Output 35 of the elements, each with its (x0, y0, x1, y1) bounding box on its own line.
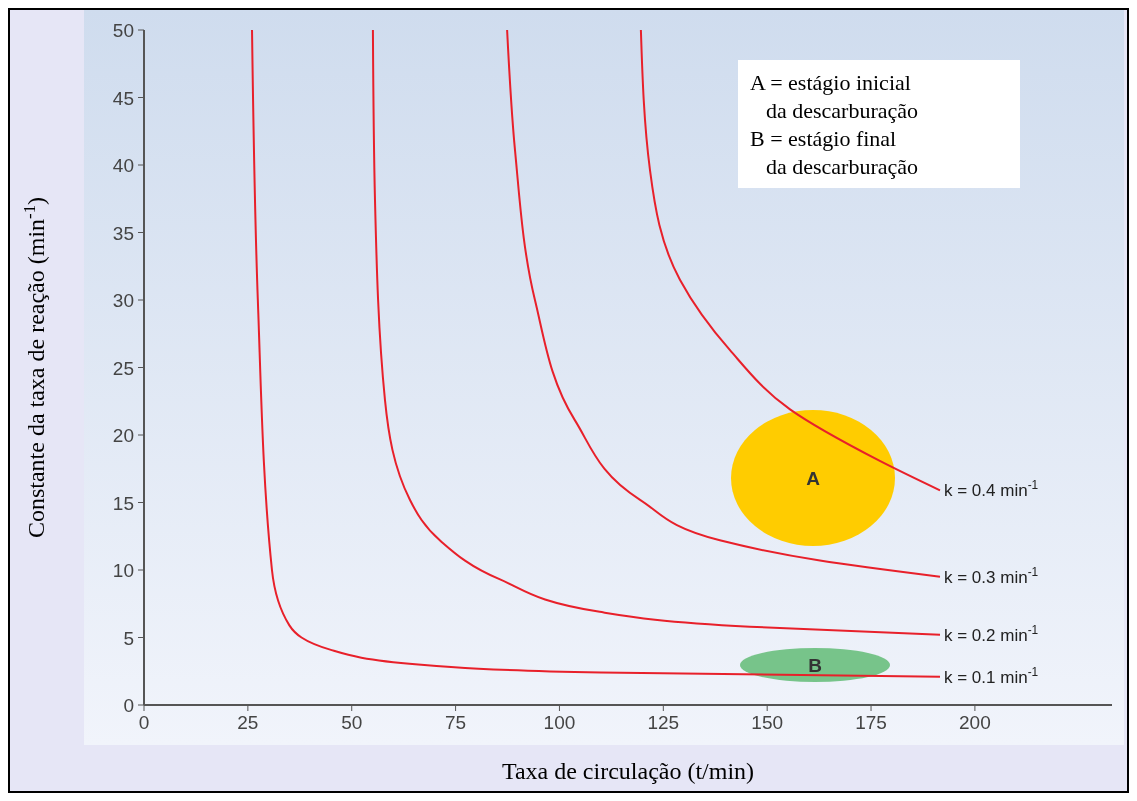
line-series (506, 29, 941, 578)
y-tick-label: 30 (112, 290, 134, 311)
y-tick-label: 45 (112, 87, 134, 109)
line-series (371, 29, 941, 636)
x-tick-label: 25 (237, 712, 259, 733)
y-tick-label: 25 (112, 357, 134, 379)
annotation: da descarburação (766, 154, 919, 179)
y-tick-label: 10 (112, 560, 134, 581)
y-tick-label: 5 (123, 627, 134, 649)
series-label: k = 0.2 min$^{-1}$ (944, 622, 1039, 645)
x-tick-label: 75 (445, 712, 467, 733)
x-tick-label: 50 (341, 712, 363, 733)
series-label: k = 0.4 min$^{-1}$ (944, 478, 1039, 501)
annotation: B (808, 655, 822, 676)
line-series (639, 29, 941, 492)
line-series (251, 29, 941, 678)
x-tick-label: 150 (751, 712, 784, 733)
y-tick-label: 15 (112, 492, 134, 514)
y-tick-label: 35 (112, 222, 134, 244)
annotation: B = estágio final (750, 126, 897, 151)
x-axis-title: Taxa de circulação (t/min) (501, 758, 755, 784)
annotation: A (806, 468, 821, 489)
x-tick-label: 100 (543, 712, 576, 733)
x-tick-label: 125 (647, 712, 680, 733)
x-tick-label: 0 (138, 712, 150, 733)
y-tick-label: 40 (112, 155, 134, 176)
x-tick-label: 175 (855, 712, 887, 733)
annotation: da descarburação (766, 98, 919, 123)
y-tick-label: 50 (112, 20, 134, 41)
series-label: k = 0.1 min$^{-1}$ (944, 664, 1039, 687)
y-tick-label: 20 (112, 425, 134, 446)
series-label: k = 0.3 min$^{-1}$ (944, 564, 1039, 587)
annotation: A = estágio inicial (750, 70, 911, 95)
y-tick-label: 0 (123, 695, 134, 716)
x-tick-label: 200 (959, 712, 991, 733)
